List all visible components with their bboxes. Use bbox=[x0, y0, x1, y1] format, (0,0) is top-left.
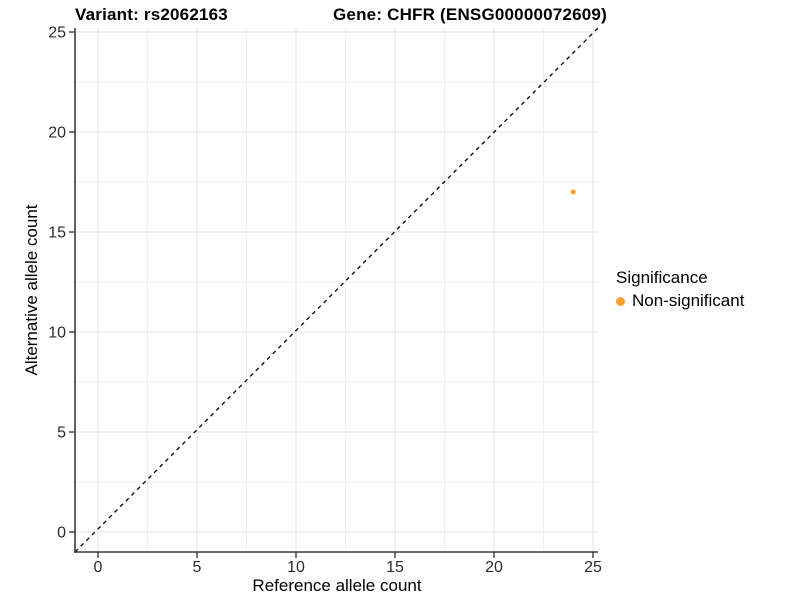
y-tick-label: 0 bbox=[57, 525, 66, 542]
legend-title: Significance bbox=[616, 268, 708, 287]
legend-item-label: Non-significant bbox=[632, 291, 745, 310]
x-tick-label: 25 bbox=[584, 559, 602, 576]
x-tick-label: 15 bbox=[386, 559, 404, 576]
legend-item: Non-significant bbox=[616, 291, 744, 311]
data-point bbox=[570, 189, 576, 195]
gene-title: Gene: CHFR (ENSG00000072609) bbox=[333, 5, 607, 24]
x-tick-label: 5 bbox=[193, 559, 202, 576]
y-tick-label: 5 bbox=[57, 425, 66, 442]
x-tick-label: 10 bbox=[287, 559, 305, 576]
y-tick-label: 15 bbox=[48, 225, 66, 242]
legend: Significance Non-significant bbox=[616, 268, 744, 311]
variant-title: Variant: rs2062163 bbox=[75, 5, 228, 24]
y-axis-title: Alternative allele count bbox=[22, 204, 41, 376]
x-axis-title: Reference allele count bbox=[252, 576, 422, 595]
y-tick-label: 10 bbox=[48, 325, 66, 342]
x-tick-label: 0 bbox=[94, 559, 103, 576]
y-tick-label: 25 bbox=[48, 25, 66, 42]
y-tick-label: 20 bbox=[48, 125, 66, 142]
legend-marker-circle-icon bbox=[616, 296, 625, 306]
identity-dashed-line bbox=[74, 27, 599, 553]
x-tick-label: 20 bbox=[485, 559, 503, 576]
